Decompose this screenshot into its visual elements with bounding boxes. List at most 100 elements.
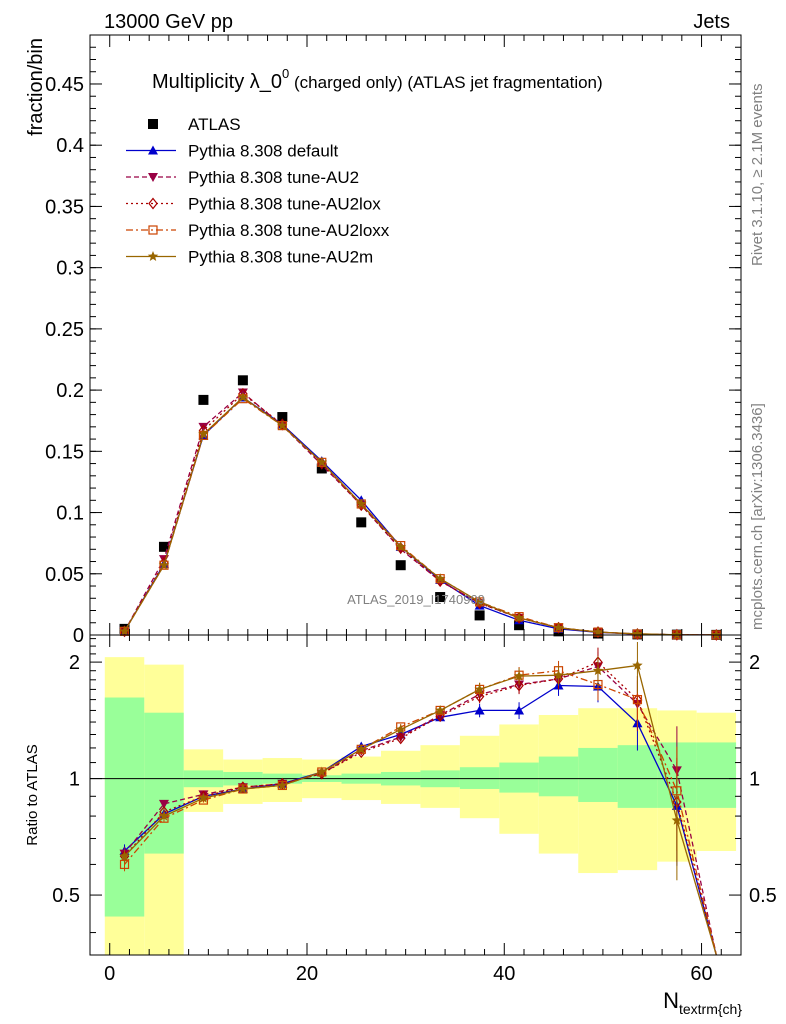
legend-item-5: Pythia 8.308 tune-AU2m <box>126 248 373 267</box>
ratio-point <box>514 705 525 715</box>
ratio-point <box>474 683 485 694</box>
rivet-label: Rivet 3.1.10, ≥ 2.1M events <box>749 84 766 267</box>
data-point <box>435 575 445 588</box>
stat-uncertainty-band-bin <box>696 742 737 808</box>
ratio-series-line <box>124 664 717 956</box>
ratio-y-tick-label-left: 2 <box>69 652 80 674</box>
stat-uncertainty-band-bin <box>538 756 579 797</box>
data-point <box>119 625 130 636</box>
x-axis-label: Ntextrm{ch} <box>663 988 742 1017</box>
ratio-y-tick-label-right: 2 <box>749 652 760 674</box>
data-point <box>237 391 249 402</box>
ratio-series-line <box>124 670 717 956</box>
legend-label: Pythia 8.308 tune-AU2m <box>188 248 373 267</box>
data-point <box>237 375 248 386</box>
ratio-point <box>119 850 130 861</box>
legend-marker <box>148 225 158 235</box>
ratio-point <box>632 660 643 670</box>
ratio-series-line <box>123 665 717 956</box>
main-y-tick-label: 0 <box>73 625 84 647</box>
x-tick-label: 60 <box>690 963 712 985</box>
ratio-point <box>158 799 169 809</box>
legend-label: Pythia 8.308 default <box>188 142 339 161</box>
data-point <box>434 573 446 584</box>
data-point <box>435 592 446 603</box>
chart-title-sup: 0 <box>282 66 289 81</box>
ratio-point <box>237 783 249 794</box>
legend-item-0: ATLAS <box>148 115 241 134</box>
data-point <box>356 517 367 528</box>
ratio-point <box>158 810 170 821</box>
ratio-point <box>671 814 683 825</box>
ratio-series-line <box>124 661 717 956</box>
stat-uncertainty-band-bin <box>578 747 618 802</box>
legend-label: Pythia 8.308 tune-AU2loxx <box>188 221 390 240</box>
main-y-tick-label: 0.25 <box>45 319 84 341</box>
main-y-tick-label: 0.15 <box>45 441 84 463</box>
ratio-bands <box>90 657 741 955</box>
data-point <box>474 610 485 621</box>
legend-marker <box>147 251 159 261</box>
main-y-tick-label: 0.45 <box>45 74 84 96</box>
main-y-tick-label: 0.1 <box>56 503 84 525</box>
data-point <box>632 628 643 639</box>
data-point <box>158 559 170 570</box>
series-line <box>123 396 717 636</box>
series-5 <box>119 391 722 640</box>
stat-uncertainty-band-bin <box>499 762 539 793</box>
x-tick-label: 0 <box>104 963 115 985</box>
data-point <box>514 620 525 631</box>
data-point <box>553 622 564 633</box>
data-point <box>356 498 367 509</box>
legend-item-1: Pythia 8.308 default <box>126 142 339 161</box>
ratio-point <box>198 792 209 803</box>
x-axis-label-main: N <box>663 988 679 1013</box>
legend-marker <box>148 119 158 129</box>
data-point <box>198 394 209 405</box>
x-tick-label: 20 <box>296 963 318 985</box>
ratio-point <box>474 705 485 715</box>
ratio-point <box>434 704 446 715</box>
ratio-point <box>395 732 406 745</box>
legend-marker <box>148 145 158 155</box>
legend: ATLAS Pythia 8.308 default Pythia 8.308 tu… <box>126 115 390 267</box>
data-point <box>671 629 683 640</box>
legend-label: Pythia 8.308 tune-AU2 <box>188 168 359 187</box>
ratio-series-4 <box>119 642 717 956</box>
ratio-series-line <box>124 684 717 956</box>
main-y-tick-label: 0.2 <box>56 380 84 402</box>
data-point <box>513 612 525 623</box>
analysis-watermark: ATLAS_2019_I1740909 <box>347 592 485 607</box>
main-y-tick-label: 0.35 <box>45 196 84 218</box>
legend-item-4: Pythia 8.308 tune-AU2loxx <box>126 221 390 240</box>
category-label: Jets <box>693 11 730 33</box>
x-tick-label: 40 <box>493 963 515 985</box>
legend-item-3: Pythia 8.308 tune-AU2lox <box>126 195 381 214</box>
chart-title-rest: (charged only) (ATLAS jet fragmentation) <box>289 73 602 92</box>
main-y-tick-label: 0.4 <box>56 135 84 157</box>
ratio-point <box>277 779 288 790</box>
data-point <box>198 428 209 439</box>
energy-label: 13000 GeV pp <box>104 11 233 33</box>
ratio-y-tick-label-right: 1 <box>749 769 760 791</box>
ratio-point <box>553 669 564 680</box>
ratio-point <box>356 743 367 754</box>
ratio-y-tick-label-left: 0.5 <box>52 885 80 907</box>
ratio-y-axis-label: Ratio to ATLAS <box>24 744 41 845</box>
data-point <box>316 456 328 467</box>
ratio-point <box>513 670 525 681</box>
data-point <box>592 626 604 637</box>
data-point <box>158 541 169 552</box>
axis-ticks: 00.050.10.150.20.250.30.350.40.450 20 40 60… <box>45 34 777 985</box>
data-point <box>474 596 485 607</box>
ratio-point <box>514 679 524 692</box>
legend-label: ATLAS <box>188 115 241 134</box>
data-point <box>198 422 209 432</box>
data-point <box>277 420 288 431</box>
series-line <box>123 391 717 636</box>
data-point <box>395 560 406 571</box>
stat-uncertainty-band-bin <box>144 712 184 854</box>
legend-marker <box>148 197 158 210</box>
x-axis-label-sub: textrm{ch} <box>679 1001 742 1017</box>
legend-marker <box>148 173 158 182</box>
